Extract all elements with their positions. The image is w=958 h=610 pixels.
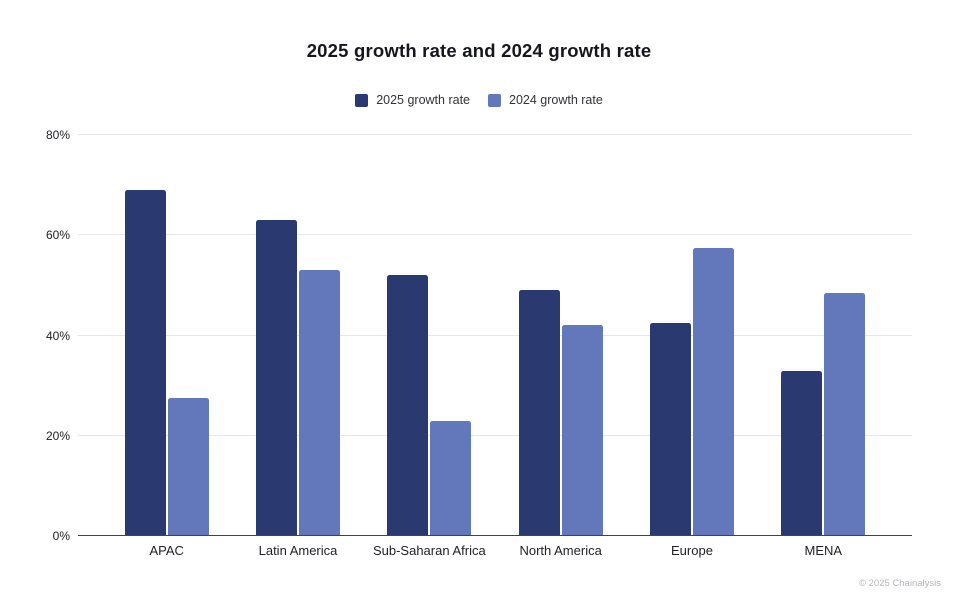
bar-apac-2025-growth-rate [124, 190, 166, 536]
bar-sub-saharan-africa-2024-growth-rate [430, 420, 472, 536]
bar-mena-2024-growth-rate [824, 292, 866, 536]
bar-group-north-america [495, 135, 626, 536]
bar-group-europe [626, 135, 757, 536]
bar-group-latin-america [232, 135, 363, 536]
legend-swatch-icon [355, 93, 369, 107]
x-axis-label-north-america: North America [519, 543, 602, 558]
gridline-80 [78, 134, 912, 135]
y-tick-label-60: 60% [45, 228, 70, 243]
x-axis-baseline [78, 535, 912, 536]
y-tick-label-0: 0% [52, 529, 70, 543]
bar-apac-2024-growth-rate [167, 398, 209, 536]
legend-label: 2025 growth rate [376, 93, 470, 107]
bar-europe-2025-growth-rate [649, 322, 691, 536]
x-axis-label-latin-america: Latin America [258, 543, 338, 558]
chart-title: 2025 growth rate and 2024 growth rate [306, 40, 652, 61]
bar-north-america-2025-growth-rate [518, 290, 560, 536]
legend-item-2024-growth-rate: 2024 growth rate [488, 93, 603, 107]
x-axis-label-apac: APAC [149, 543, 184, 558]
bar-group-apac [101, 135, 232, 536]
x-axis-label-europe: Europe [671, 543, 713, 558]
gridline-20 [78, 434, 912, 436]
bar-sub-saharan-africa-2025-growth-rate [387, 275, 429, 536]
x-axis-label-sub-saharan-africa: Sub-Saharan Africa [372, 543, 486, 558]
bar-latin-america-2025-growth-rate [255, 220, 297, 536]
bar-mena-2025-growth-rate [781, 370, 823, 536]
x-axis: APAC Latin America Sub-Saharan Africa North… [78, 543, 912, 558]
bar-group-mena [758, 135, 889, 536]
gridline-60 [78, 234, 912, 236]
chart-legend: 2025 growth rate 2024 growth rate [0, 93, 958, 107]
plot-area [78, 134, 912, 536]
bar-group-sub-saharan-africa [364, 135, 495, 536]
y-tick-label-20: 20% [45, 428, 70, 443]
bar-europe-2024-growth-rate [692, 247, 734, 536]
y-tick-label-40: 40% [45, 328, 70, 343]
legend-label: 2024 growth rate [509, 93, 603, 107]
y-tick-label-80: 80% [45, 128, 70, 142]
footer-credit: © 2025 Chainalysis [859, 578, 941, 589]
bar-north-america-2024-growth-rate [561, 325, 603, 536]
y-axis: 0% 20% 40% 60% 80% [0, 128, 70, 543]
bar-latin-america-2024-growth-rate [298, 270, 340, 536]
x-axis-label-mena: MENA [804, 543, 843, 558]
legend-item-2025-growth-rate: 2025 growth rate [355, 93, 470, 107]
gridline-40 [78, 334, 912, 336]
legend-swatch-icon [488, 93, 501, 107]
bar-groups [78, 135, 912, 536]
